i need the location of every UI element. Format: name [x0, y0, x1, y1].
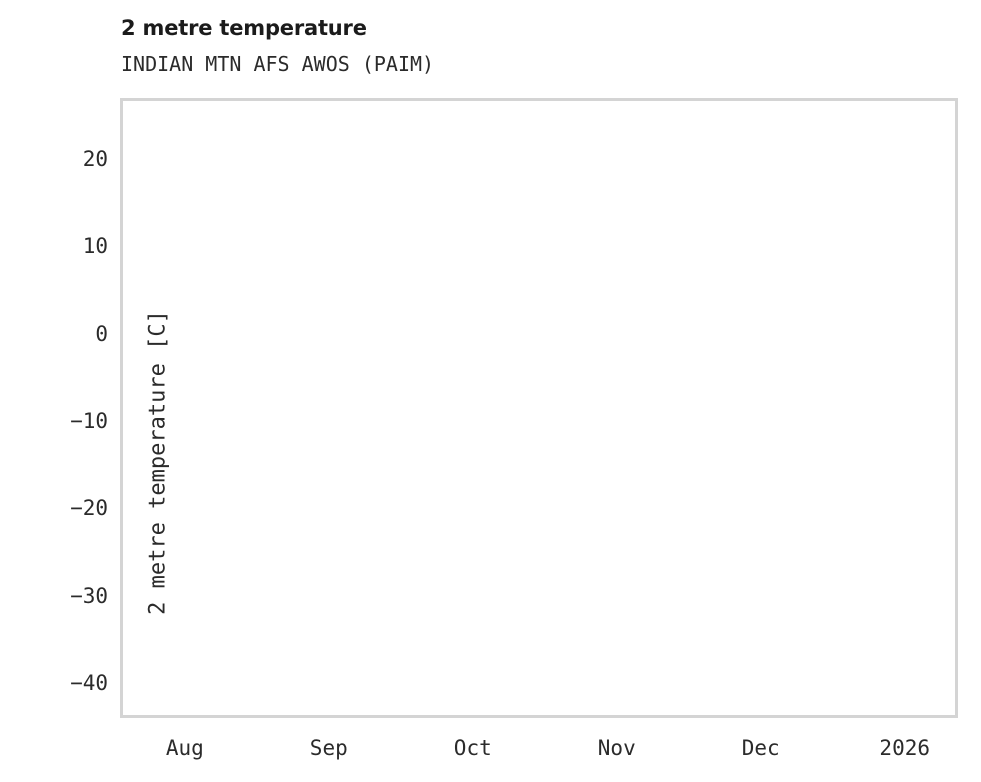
temperature-series [120, 122, 958, 641]
y-tick-label: 10 [82, 234, 108, 259]
x-tick-label: Oct [453, 736, 492, 760]
y-tick-label: −20 [70, 496, 108, 521]
y-tick-label: 0 [95, 321, 108, 346]
x-tick-label: Nov [597, 736, 636, 760]
y-tick-label: −40 [70, 671, 108, 696]
y-axis-label: 2 metre temperature [C] [145, 310, 171, 615]
x-tick-label: Sep [309, 736, 348, 760]
plot-area: 2 metre temperature [C] [120, 98, 958, 718]
chart-subtitle: INDIAN MTN AFS AWOS (PAIM) [121, 52, 435, 76]
y-tick-label: −10 [70, 409, 108, 434]
y-tick-label: 20 [82, 147, 108, 172]
y-tick-label: −30 [70, 583, 108, 608]
x-tick-label: 2026 [879, 736, 931, 760]
x-tick-label: Dec [741, 736, 780, 760]
page-title: 2 metre temperature [121, 16, 367, 40]
y-axis-ticks: 20 10 0 −10 −20 −30 −40 [0, 98, 108, 718]
x-tick-label: Aug [165, 736, 204, 760]
x-axis-ticks: Aug Sep Oct Nov Dec 2026 [120, 736, 958, 768]
